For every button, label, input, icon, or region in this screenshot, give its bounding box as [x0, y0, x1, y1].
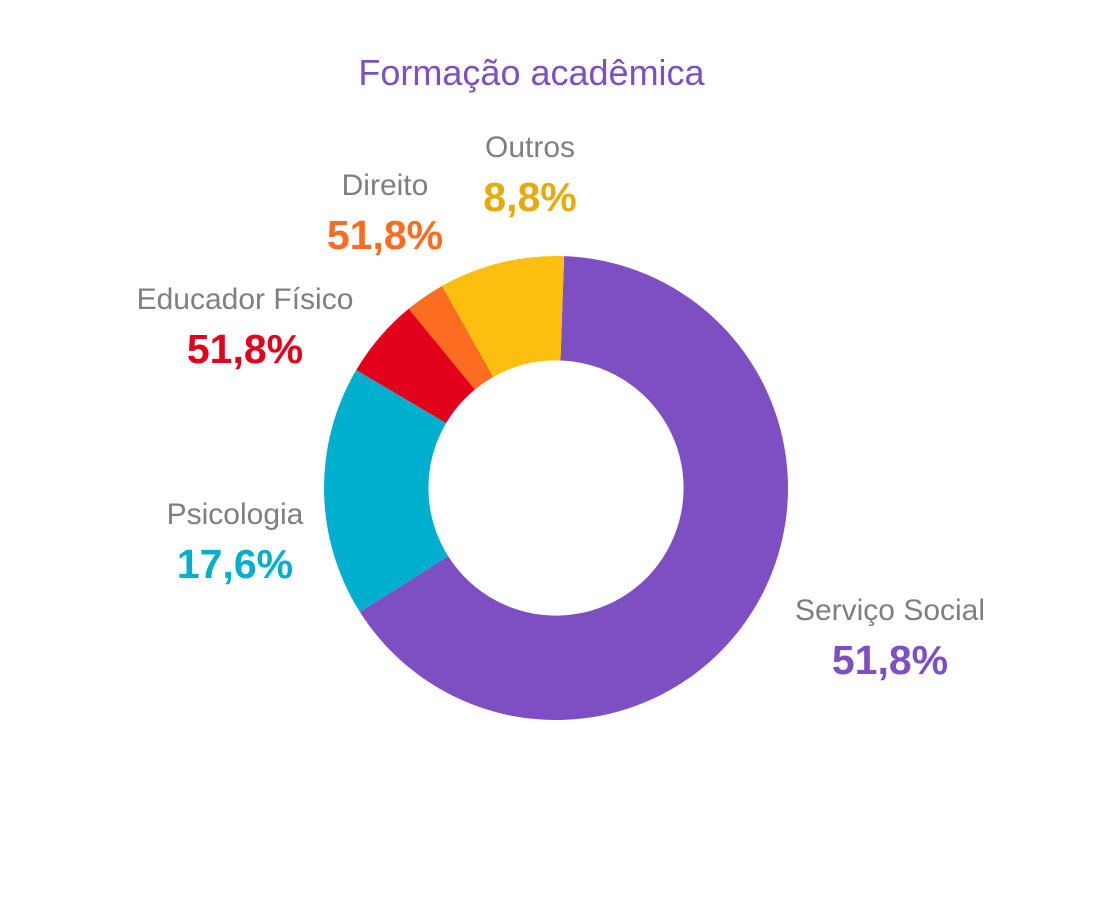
slice-name-outros: Outros: [484, 131, 576, 164]
label-outros: Outros 8,8%: [440, 133, 620, 218]
slice-value-outros: 8,8%: [483, 174, 577, 220]
label-educador-fisico: Educador Físico 51,8%: [120, 285, 370, 370]
slice-psicologia: [324, 370, 449, 612]
slice-value-servico-social: 51,8%: [831, 637, 949, 683]
slice-value-direito: 51,8%: [326, 212, 444, 258]
label-direito: Direito 51,8%: [300, 171, 470, 256]
slice-name-direito: Direito: [341, 169, 429, 202]
slice-name-servico-social: Serviço Social: [794, 594, 986, 627]
slice-name-psicologia: Psicologia: [166, 498, 304, 531]
slice-name-educador-fisico: Educador Físico: [136, 283, 354, 316]
label-servico-social: Serviço Social 51,8%: [790, 596, 990, 681]
slice-direito: [408, 285, 494, 390]
chart-title: Formação acadêmica: [358, 52, 705, 93]
slice-educador-fisico: [356, 308, 475, 424]
slice-value-educador-fisico: 51,8%: [186, 326, 304, 372]
slice-outros: [442, 255, 565, 377]
slice-servico-social: [359, 256, 789, 720]
label-psicologia: Psicologia 17,6%: [140, 500, 330, 585]
slice-value-psicologia: 17,6%: [176, 541, 294, 587]
